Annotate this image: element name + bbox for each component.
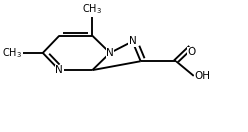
Text: N: N (128, 36, 136, 46)
Text: CH$_3$: CH$_3$ (82, 2, 102, 16)
Text: N: N (56, 65, 63, 75)
Text: CH$_3$: CH$_3$ (2, 46, 22, 60)
Text: N: N (106, 48, 114, 58)
Text: OH: OH (195, 71, 211, 81)
Text: O: O (187, 47, 195, 57)
